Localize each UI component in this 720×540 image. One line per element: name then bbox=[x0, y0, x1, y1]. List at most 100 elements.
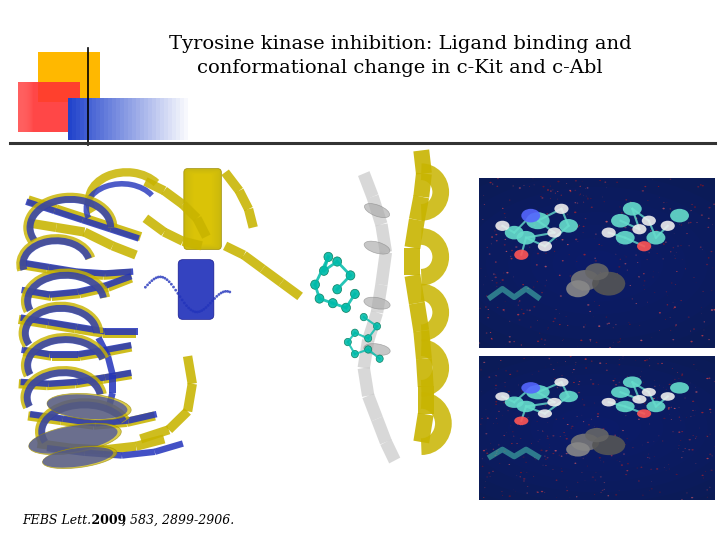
Circle shape bbox=[657, 397, 658, 399]
Polygon shape bbox=[111, 241, 138, 259]
Circle shape bbox=[185, 304, 188, 307]
Circle shape bbox=[690, 330, 691, 332]
Bar bbox=[72, 98, 76, 140]
Ellipse shape bbox=[29, 423, 121, 455]
Circle shape bbox=[663, 202, 665, 203]
Circle shape bbox=[708, 207, 711, 208]
Circle shape bbox=[486, 333, 487, 334]
Circle shape bbox=[489, 253, 490, 255]
Circle shape bbox=[598, 244, 600, 245]
Circle shape bbox=[557, 387, 558, 388]
Circle shape bbox=[608, 322, 610, 324]
Bar bbox=[88, 98, 92, 140]
Circle shape bbox=[163, 277, 166, 280]
Circle shape bbox=[673, 213, 674, 214]
Circle shape bbox=[626, 438, 628, 439]
Circle shape bbox=[644, 403, 646, 404]
Circle shape bbox=[564, 225, 566, 226]
Circle shape bbox=[519, 187, 521, 189]
Circle shape bbox=[676, 271, 678, 272]
Circle shape bbox=[550, 191, 552, 192]
Circle shape bbox=[618, 382, 620, 383]
Circle shape bbox=[505, 226, 523, 239]
Bar bbox=[140, 98, 144, 140]
Circle shape bbox=[541, 339, 543, 340]
Polygon shape bbox=[371, 284, 387, 314]
Circle shape bbox=[714, 348, 716, 349]
Circle shape bbox=[547, 398, 562, 407]
Circle shape bbox=[583, 254, 585, 255]
FancyBboxPatch shape bbox=[189, 172, 216, 246]
Circle shape bbox=[538, 241, 552, 251]
Circle shape bbox=[508, 225, 509, 226]
Circle shape bbox=[495, 282, 498, 284]
Circle shape bbox=[606, 363, 607, 364]
Circle shape bbox=[705, 471, 706, 472]
Circle shape bbox=[504, 213, 505, 214]
Circle shape bbox=[521, 309, 523, 310]
Circle shape bbox=[523, 478, 526, 480]
Polygon shape bbox=[107, 342, 132, 356]
Circle shape bbox=[661, 221, 675, 231]
Circle shape bbox=[706, 458, 708, 459]
Circle shape bbox=[671, 282, 672, 284]
Circle shape bbox=[516, 234, 517, 235]
Circle shape bbox=[483, 195, 484, 196]
Circle shape bbox=[204, 306, 207, 309]
Polygon shape bbox=[358, 339, 374, 369]
Circle shape bbox=[344, 339, 351, 346]
Circle shape bbox=[626, 256, 627, 258]
Polygon shape bbox=[416, 358, 433, 387]
Circle shape bbox=[594, 494, 595, 495]
Circle shape bbox=[647, 401, 665, 412]
Circle shape bbox=[643, 273, 644, 274]
Circle shape bbox=[525, 462, 527, 463]
Circle shape bbox=[708, 227, 709, 228]
Circle shape bbox=[709, 434, 711, 435]
Circle shape bbox=[708, 377, 711, 379]
Polygon shape bbox=[418, 387, 433, 414]
Polygon shape bbox=[143, 214, 167, 236]
Circle shape bbox=[590, 198, 592, 199]
Bar bbox=[76, 98, 80, 140]
Circle shape bbox=[657, 407, 659, 408]
Circle shape bbox=[376, 355, 383, 362]
Circle shape bbox=[500, 226, 502, 228]
Circle shape bbox=[513, 185, 514, 186]
Circle shape bbox=[481, 418, 483, 419]
Polygon shape bbox=[22, 287, 53, 301]
Text: Tyrosine kinase inhibition: Ligand binding and
conformational change in c-Kit an: Tyrosine kinase inhibition: Ligand bindi… bbox=[168, 35, 631, 77]
Polygon shape bbox=[103, 442, 137, 455]
Circle shape bbox=[575, 228, 576, 229]
Circle shape bbox=[215, 295, 218, 298]
Circle shape bbox=[668, 464, 669, 465]
Bar bbox=[18, 82, 19, 132]
Bar bbox=[80, 98, 84, 140]
Circle shape bbox=[483, 497, 485, 498]
Circle shape bbox=[703, 477, 704, 478]
Polygon shape bbox=[413, 330, 432, 360]
Circle shape bbox=[701, 307, 702, 308]
Circle shape bbox=[611, 455, 613, 456]
Bar bbox=[168, 98, 172, 140]
Circle shape bbox=[544, 456, 546, 457]
Bar bbox=[124, 98, 128, 140]
Circle shape bbox=[618, 266, 621, 268]
Circle shape bbox=[641, 231, 643, 232]
Polygon shape bbox=[70, 443, 104, 455]
Circle shape bbox=[509, 374, 511, 375]
Circle shape bbox=[609, 347, 611, 348]
Circle shape bbox=[709, 409, 711, 410]
Bar bbox=[18, 82, 20, 132]
Circle shape bbox=[585, 263, 608, 280]
Polygon shape bbox=[83, 214, 114, 232]
Circle shape bbox=[573, 369, 575, 370]
Circle shape bbox=[659, 491, 661, 492]
Bar bbox=[152, 98, 156, 140]
Circle shape bbox=[616, 401, 634, 412]
Circle shape bbox=[615, 384, 617, 386]
Polygon shape bbox=[21, 287, 50, 298]
Circle shape bbox=[652, 238, 654, 239]
Circle shape bbox=[554, 318, 556, 319]
Circle shape bbox=[630, 395, 632, 396]
